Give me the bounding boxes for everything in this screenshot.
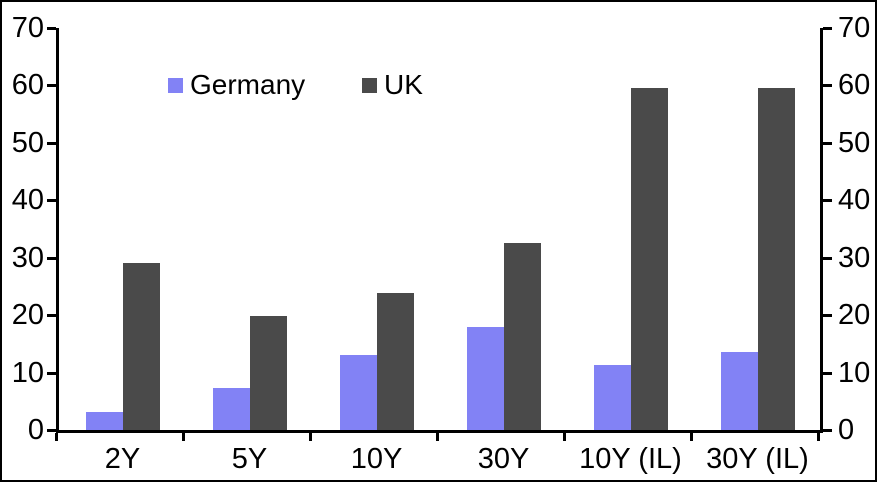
bar-germany-30y-il xyxy=(721,352,758,430)
y-tick-label-left: 0 xyxy=(27,414,44,446)
legend-label-uk: UK xyxy=(384,69,423,100)
y-tick-left xyxy=(47,27,56,30)
bar-germany-10y-il xyxy=(594,365,631,430)
y-axis-left xyxy=(56,28,59,433)
y-tick-right xyxy=(823,256,832,260)
y-axis-right xyxy=(820,28,823,433)
y-tick-label-right: 60 xyxy=(838,69,871,102)
y-tick-label-left: 10 xyxy=(11,356,44,389)
y-tick-label-right: 10 xyxy=(838,356,871,389)
bar-uk-10y-il xyxy=(631,88,668,430)
y-tick-right xyxy=(823,199,832,203)
x-category-label: 30Y (IL) xyxy=(706,443,809,475)
bar-germany-10y xyxy=(340,355,377,430)
y-tick-label-right: 40 xyxy=(838,184,871,217)
x-tick xyxy=(563,433,566,441)
x-tick xyxy=(309,433,312,441)
bar-germany-30y xyxy=(467,327,504,430)
y-tick-label-right: 70 xyxy=(838,12,871,44)
y-tick-left xyxy=(47,84,56,88)
legend-label-germany: Germany xyxy=(190,69,306,100)
y-tick-label-left: 40 xyxy=(11,184,44,217)
x-category-label: 10Y (IL) xyxy=(579,443,682,475)
legend-item-germany: Germany xyxy=(168,69,306,100)
x-category-label: 2Y xyxy=(104,443,141,475)
x-axis xyxy=(56,430,823,433)
bar-uk-5y xyxy=(250,316,287,430)
y-tick-label-left: 50 xyxy=(11,126,44,159)
bar-uk-2y xyxy=(123,263,160,430)
x-tick xyxy=(436,433,439,441)
y-tick-label-right: 0 xyxy=(838,414,855,446)
y-tick-label-left: 70 xyxy=(11,12,44,44)
bar-uk-30y-il xyxy=(758,88,795,430)
x-category-label: 10Y xyxy=(350,443,403,475)
bar-germany-2y xyxy=(86,412,123,430)
y-tick-right xyxy=(823,27,832,30)
y-tick-right xyxy=(823,84,832,88)
y-tick-left xyxy=(47,371,56,375)
y-tick-left xyxy=(47,314,56,318)
x-tick xyxy=(182,433,185,441)
x-tick xyxy=(55,433,58,441)
legend-swatch-uk-icon xyxy=(362,77,377,93)
y-tick-right xyxy=(823,141,832,145)
y-tick-left xyxy=(47,199,56,203)
bar-uk-10y xyxy=(377,293,414,430)
bar-uk-30y xyxy=(504,243,541,430)
x-category-label: 5Y xyxy=(231,443,268,475)
y-tick-label-right: 30 xyxy=(838,241,871,274)
bar-germany-5y xyxy=(213,388,250,430)
y-tick-left xyxy=(47,256,56,260)
y-tick-label-left: 30 xyxy=(11,241,44,274)
y-tick-label-left: 20 xyxy=(11,299,44,332)
x-tick xyxy=(690,433,693,441)
y-tick-left xyxy=(47,141,56,145)
x-category-label: 30Y xyxy=(477,443,530,475)
legend-item-uk: UK xyxy=(362,69,423,100)
legend-swatch-germany-icon xyxy=(168,77,183,93)
y-tick-right xyxy=(823,429,832,432)
y-tick-left xyxy=(47,429,56,432)
x-tick xyxy=(817,433,820,441)
y-tick-label-right: 20 xyxy=(838,299,871,332)
y-tick-label-right: 50 xyxy=(838,126,871,159)
y-tick-right xyxy=(823,371,832,375)
y-tick-label-left: 60 xyxy=(11,69,44,102)
y-tick-right xyxy=(823,314,832,318)
